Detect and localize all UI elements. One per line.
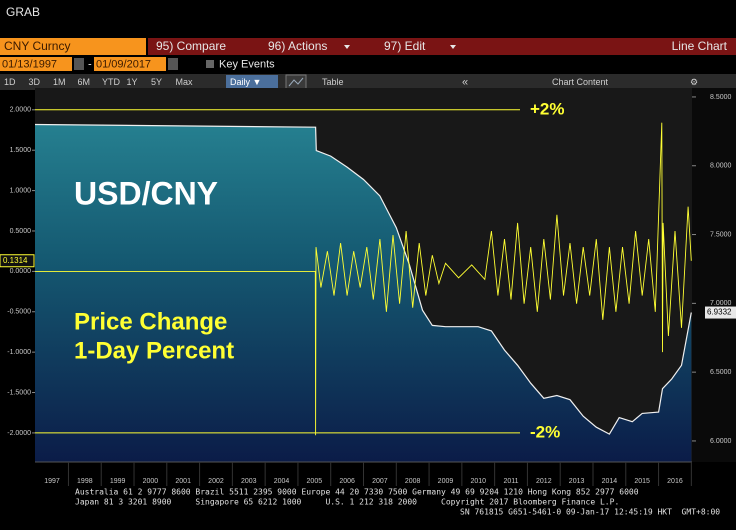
y2-tick-label: 6.0000: [710, 438, 732, 445]
checkbox[interactable]: [206, 60, 214, 68]
x-tick-label: 2011: [503, 478, 518, 485]
x-tick-label: 2012: [536, 478, 552, 485]
frequency[interactable]: Daily ▼: [230, 77, 261, 87]
period-button[interactable]: 1D: [4, 77, 16, 87]
last-value-tag: [705, 306, 736, 319]
start-date-box[interactable]: [0, 57, 72, 71]
y-tick-label: -1.0000: [7, 349, 31, 356]
calendar-icon[interactable]: [74, 58, 84, 70]
x-tick-label: 1999: [110, 478, 126, 485]
y2-tick-label: 7.0000: [710, 300, 732, 307]
security[interactable]: CNY Curncy: [4, 39, 70, 53]
x-tick-label: 2006: [339, 478, 355, 485]
y-tick-label: 1.5000: [10, 147, 32, 154]
settings-icon[interactable]: ⚙: [690, 77, 698, 87]
toolbar: [0, 74, 736, 90]
x-tick-label: 2004: [274, 478, 290, 485]
calendar-icon[interactable]: [168, 58, 178, 70]
end-date-box[interactable]: [94, 57, 166, 71]
annotation: 1-Day Percent: [74, 337, 234, 364]
dropdown-arrow: [344, 45, 350, 49]
series-line: [35, 122, 692, 436]
x-tick-label: 1997: [44, 478, 60, 485]
x-tick-label: 1998: [77, 478, 93, 485]
date-separator: -: [88, 58, 92, 70]
key-events[interactable]: Key Events: [219, 58, 275, 70]
reference-label: -2%: [530, 422, 560, 441]
y2-tick-label: 8.5000: [710, 94, 732, 101]
reference-label: +2%: [530, 99, 565, 118]
y-tick-label: 0.0000: [10, 268, 32, 275]
y2-tick-label: 6.5000: [710, 369, 732, 376]
footer-line: Japan 81 3 3201 8900 Singapore 65 6212 1…: [75, 498, 619, 507]
window-title: GRAB: [6, 5, 40, 19]
chart-content[interactable]: Chart Content: [552, 77, 609, 87]
period-button[interactable]: 6M: [78, 77, 91, 87]
series-label: USD/CNY: [74, 175, 218, 211]
x-tick-label: 2001: [175, 478, 191, 485]
period-button[interactable]: 1M: [53, 77, 66, 87]
y-tick-label: 1.0000: [10, 187, 32, 194]
y-tick-label: -2.0000: [7, 430, 31, 437]
view-name: Line Chart: [672, 39, 728, 53]
y-tick-label: 0.5000: [10, 228, 32, 235]
annotation: Price Change: [74, 308, 227, 335]
menu-actions[interactable]: 96) Actions: [268, 39, 327, 53]
x-tick-label: 2009: [438, 478, 454, 485]
menu-compare[interactable]: 95) Compare: [156, 39, 226, 53]
period-button[interactable]: 3D: [29, 77, 41, 87]
y2-tick-label: 8.0000: [710, 163, 732, 170]
period-button[interactable]: 1Y: [127, 77, 138, 87]
x-tick-label: 2003: [241, 478, 257, 485]
last-value-label: 6.9332: [707, 308, 732, 317]
x-tick-label: 2015: [634, 478, 650, 485]
line-icon: [288, 77, 304, 87]
x-tick-label: 2016: [667, 478, 683, 485]
series-line: [34, 123, 692, 435]
y-tick-label: -0.5000: [7, 309, 31, 316]
y-tick-label: -1.5000: [7, 389, 31, 396]
area: [35, 124, 692, 462]
plot: 6.9332 0.1314 +2% -2% 2.0000 1.5000 1.0000 0.50…: [0, 94, 736, 486]
period-button[interactable]: 5Y: [151, 77, 162, 87]
footer-line: Australia 61 2 9777 8600 Brazil 5511 239…: [75, 488, 639, 497]
x-tick-label: 2010: [470, 478, 486, 485]
x-tick-label: 2014: [602, 478, 618, 485]
start-date[interactable]: 01/13/1997: [2, 58, 57, 70]
y2-tick-label: 7.5000: [710, 231, 732, 238]
period-buttons: 1D 3D 1M 6M YTD 1Y 5Y Max: [4, 77, 193, 87]
end-date[interactable]: 01/09/2017: [96, 58, 151, 70]
table-button[interactable]: Table: [322, 77, 344, 87]
dropdown-arrow: [450, 45, 456, 49]
x-tick-label: 2002: [208, 478, 224, 485]
period-button[interactable]: Max: [176, 77, 194, 87]
x-tick-label: 2007: [372, 478, 388, 485]
right-axis-background: [692, 88, 736, 462]
frequency-box[interactable]: [226, 75, 278, 89]
menu-bar: [148, 38, 736, 55]
security-box[interactable]: [0, 38, 146, 55]
menu-edit[interactable]: 97) Edit: [384, 39, 426, 53]
last-value-label: 0.1314: [3, 256, 28, 265]
x-tick-label: 2008: [405, 478, 421, 485]
x-tick-label: 2013: [569, 478, 585, 485]
period-button[interactable]: YTD: [102, 77, 121, 87]
x-tick-label: 2005: [307, 478, 323, 485]
y-tick-label: 2.0000: [10, 107, 32, 114]
footer-line: SN 761815 G651-5461-0 09-Jan-17 12:45:19…: [460, 508, 720, 517]
collapse-button[interactable]: «: [462, 76, 468, 88]
x-tick-label: 2000: [143, 478, 159, 485]
last-value-tag: [0, 254, 35, 268]
